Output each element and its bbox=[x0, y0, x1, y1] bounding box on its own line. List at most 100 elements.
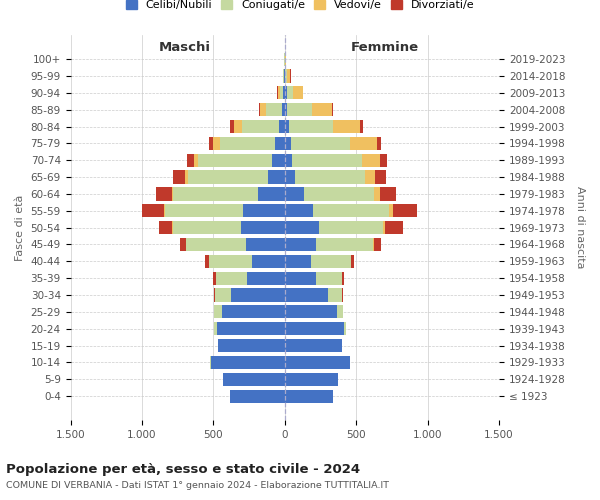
Bar bbox=[292, 154, 362, 167]
Bar bbox=[173, 188, 259, 200]
Bar bbox=[272, 154, 285, 167]
Bar bbox=[194, 154, 199, 167]
Bar bbox=[260, 103, 266, 116]
Bar bbox=[287, 86, 293, 100]
Bar bbox=[311, 255, 350, 268]
Bar bbox=[332, 103, 333, 116]
Bar bbox=[211, 356, 285, 369]
Bar bbox=[214, 137, 220, 150]
Bar bbox=[344, 322, 346, 336]
Bar bbox=[142, 204, 164, 218]
Bar bbox=[285, 103, 287, 116]
Bar bbox=[220, 137, 275, 150]
Bar bbox=[230, 390, 285, 403]
Bar bbox=[333, 120, 359, 133]
Bar bbox=[215, 272, 247, 285]
Bar bbox=[304, 188, 374, 200]
Bar bbox=[365, 170, 376, 183]
Bar bbox=[285, 221, 319, 234]
Bar bbox=[155, 188, 172, 200]
Bar bbox=[312, 103, 332, 116]
Bar bbox=[159, 221, 172, 234]
Bar bbox=[285, 306, 337, 318]
Y-axis label: Anni di nascita: Anni di nascita bbox=[575, 186, 585, 269]
Bar bbox=[246, 238, 285, 251]
Bar bbox=[241, 221, 285, 234]
Bar bbox=[285, 170, 295, 183]
Bar bbox=[252, 255, 285, 268]
Bar bbox=[383, 221, 385, 234]
Bar bbox=[283, 70, 284, 82]
Bar bbox=[278, 86, 280, 100]
Bar bbox=[179, 238, 186, 251]
Bar bbox=[285, 390, 332, 403]
Bar bbox=[266, 103, 282, 116]
Bar bbox=[172, 188, 173, 200]
Bar bbox=[287, 70, 290, 82]
Bar bbox=[268, 170, 285, 183]
Bar bbox=[173, 221, 241, 234]
Bar bbox=[223, 373, 285, 386]
Bar bbox=[234, 120, 242, 133]
Y-axis label: Fasce di età: Fasce di età bbox=[15, 194, 25, 261]
Bar bbox=[319, 221, 383, 234]
Bar bbox=[275, 137, 285, 150]
Bar bbox=[283, 86, 285, 100]
Bar bbox=[185, 170, 188, 183]
Bar bbox=[291, 137, 350, 150]
Bar bbox=[337, 306, 343, 318]
Bar bbox=[186, 238, 246, 251]
Bar bbox=[231, 288, 285, 302]
Bar bbox=[316, 272, 342, 285]
Bar bbox=[393, 204, 417, 218]
Bar bbox=[373, 238, 374, 251]
Bar bbox=[214, 306, 222, 318]
Bar bbox=[187, 154, 194, 167]
Legend: Celibi/Nubili, Coniugati/e, Vedovi/e, Divorziati/e: Celibi/Nubili, Coniugati/e, Vedovi/e, Di… bbox=[121, 0, 479, 15]
Bar bbox=[213, 272, 215, 285]
Bar bbox=[286, 70, 287, 82]
Bar bbox=[280, 86, 283, 100]
Bar bbox=[247, 272, 285, 285]
Bar bbox=[374, 188, 380, 200]
Bar bbox=[285, 120, 289, 133]
Bar bbox=[385, 221, 403, 234]
Bar bbox=[173, 170, 185, 183]
Bar bbox=[313, 204, 389, 218]
Bar bbox=[285, 204, 313, 218]
Bar bbox=[217, 322, 285, 336]
Bar bbox=[279, 120, 285, 133]
Bar bbox=[285, 339, 342, 352]
Text: Maschi: Maschi bbox=[159, 41, 211, 54]
Bar bbox=[376, 170, 386, 183]
Bar bbox=[277, 86, 278, 100]
Bar bbox=[285, 238, 316, 251]
Bar bbox=[374, 238, 381, 251]
Bar bbox=[285, 288, 328, 302]
Bar bbox=[209, 255, 252, 268]
Bar bbox=[259, 103, 260, 116]
Bar bbox=[285, 373, 338, 386]
Bar bbox=[285, 272, 316, 285]
Bar bbox=[165, 204, 242, 218]
Bar bbox=[285, 356, 350, 369]
Bar bbox=[259, 188, 285, 200]
Bar bbox=[215, 288, 231, 302]
Bar bbox=[199, 154, 272, 167]
Bar bbox=[380, 188, 397, 200]
Bar bbox=[285, 154, 292, 167]
Bar bbox=[316, 238, 373, 251]
Bar bbox=[285, 188, 304, 200]
Bar bbox=[218, 339, 285, 352]
Bar bbox=[285, 137, 291, 150]
Text: COMUNE DI VERBANIA - Dati ISTAT 1° gennaio 2024 - Elaborazione TUTTITALIA.IT: COMUNE DI VERBANIA - Dati ISTAT 1° genna… bbox=[6, 481, 389, 490]
Bar bbox=[287, 103, 312, 116]
Bar bbox=[377, 137, 381, 150]
Text: Femmine: Femmine bbox=[351, 41, 419, 54]
Bar bbox=[285, 255, 311, 268]
Bar bbox=[351, 255, 354, 268]
Bar bbox=[359, 120, 363, 133]
Bar bbox=[295, 170, 365, 183]
Bar bbox=[222, 306, 285, 318]
Bar bbox=[230, 120, 234, 133]
